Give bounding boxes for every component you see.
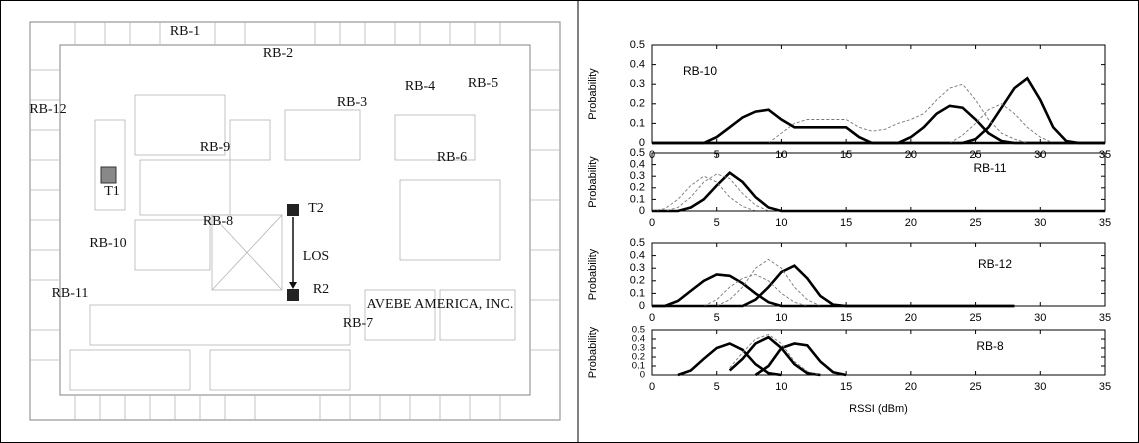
annotation: RB-8 [976, 339, 1004, 353]
y-tick-label: 0.3 [630, 78, 645, 90]
x-tick-label: 0 [649, 312, 655, 324]
tx-t1 [101, 167, 116, 183]
x-tick-label: 30 [1034, 217, 1046, 229]
floor-label: T1 [104, 184, 120, 199]
y-tick-label: 0.2 [630, 275, 645, 287]
y-tick-label: 0.4 [630, 250, 645, 262]
x-tick-label: 20 [905, 381, 917, 393]
bottom-rooms [75, 395, 500, 420]
x-tick-label: 15 [840, 312, 852, 324]
x-tick-label: 35 [1099, 217, 1111, 229]
room [210, 350, 350, 390]
y-axis-label: Probability [587, 326, 599, 378]
x-axis-label: RSSI (dBm) [849, 403, 908, 415]
x-tick-label: 30 [1034, 312, 1046, 324]
tx-t2 [287, 204, 299, 216]
y-tick-label: 0.1 [630, 117, 645, 129]
x-tick-label: 5 [714, 217, 720, 229]
y-tick-label: 0.3 [630, 170, 645, 182]
floor-label: RB-9 [200, 140, 230, 155]
x-tick-label: 35 [1099, 381, 1111, 393]
x-tick-label: 20 [905, 217, 917, 229]
room [285, 110, 360, 160]
series-line [652, 110, 1105, 143]
x-tick-label: 20 [905, 312, 917, 324]
y-tick-label: 0.5 [632, 325, 645, 336]
y-tick-label: 0.1 [630, 193, 645, 205]
y-tick-label: 0.2 [630, 182, 645, 194]
floor-label: RB-2 [263, 46, 293, 61]
x-tick-label: 10 [775, 312, 787, 324]
floor-label: RB-7 [343, 316, 373, 331]
floor-label: RB-3 [337, 95, 367, 110]
rx-r2 [287, 289, 299, 301]
series-line [652, 266, 1014, 306]
figure-border [1, 1, 1139, 443]
floor-label: LOS [303, 249, 329, 264]
floor-label: RB-1 [170, 24, 200, 39]
figure: RB-1 RB-2 RB-3 RB-4 RB-5 RB-12 RB-9 RB-6 T1 T2 RB-… [0, 0, 1139, 443]
y-tick-label: 0.3 [630, 262, 645, 274]
x-tick-label: 35 [1099, 312, 1111, 324]
floor-label: RB-4 [405, 79, 435, 94]
x-tick-label: 15 [840, 217, 852, 229]
y-axis-label: Probability [587, 68, 599, 120]
y-tick-label: 0.4 [630, 59, 645, 71]
y-tick-label: 0.5 [630, 39, 645, 51]
x-tick-label: 5 [714, 381, 720, 393]
y-tick-label: 0.1 [630, 287, 645, 299]
y-tick-label: 0.4 [630, 159, 645, 171]
floor-label: RB-10 [89, 236, 126, 251]
x-tick-label: 25 [969, 217, 981, 229]
annotation: RB-10 [683, 64, 717, 78]
floor-label: RB-8 [203, 214, 233, 229]
floor-label: T2 [308, 201, 324, 216]
room [140, 160, 230, 215]
x-tick-label: 10 [775, 217, 787, 229]
x-tick-label: 30 [1034, 381, 1046, 393]
series-line [717, 259, 821, 306]
floor-label: RB-11 [52, 286, 89, 301]
floor-plan: RB-1 RB-2 RB-3 RB-4 RB-5 RB-12 RB-9 RB-6 T1 T2 RB-… [29, 22, 560, 420]
room [70, 350, 190, 390]
y-axis-label: Probability [587, 248, 599, 300]
series-line [652, 275, 1014, 307]
x-tick-label: 25 [969, 312, 981, 324]
plot-frame [652, 330, 1105, 375]
y-axis-label: Probability [587, 156, 599, 208]
room [400, 180, 500, 260]
y-tick-label: 0.2 [630, 98, 645, 110]
floor-label: AVEBE AMERICA, INC. [367, 297, 514, 312]
room [135, 220, 210, 270]
x-tick-label: 25 [969, 381, 981, 393]
x-tick-label: 10 [775, 381, 787, 393]
series-line [652, 173, 1105, 211]
series-line [652, 106, 1105, 143]
floor-label: RB-6 [437, 150, 467, 165]
floor-label: R2 [313, 282, 329, 297]
y-tick-label: 0 [639, 205, 645, 217]
y-tick-label: 0.5 [630, 237, 645, 249]
room [90, 305, 350, 345]
annotation: RB-12 [978, 257, 1012, 271]
series-line [704, 275, 808, 307]
y-tick-label: 0 [639, 300, 645, 312]
x-tick-label: 15 [840, 381, 852, 393]
series-line [756, 344, 847, 376]
los-arrow [289, 282, 297, 289]
room [230, 120, 270, 160]
x-tick-label: 5 [714, 312, 720, 324]
floor-label: RB-5 [468, 76, 498, 91]
annotation: RB-11 [973, 161, 1006, 175]
x-tick-label: 0 [649, 381, 655, 393]
x-tick-label: 0 [649, 217, 655, 229]
floor-label: RB-12 [29, 102, 66, 117]
y-tick-label: 0.5 [630, 147, 645, 159]
top-rooms [75, 22, 500, 45]
